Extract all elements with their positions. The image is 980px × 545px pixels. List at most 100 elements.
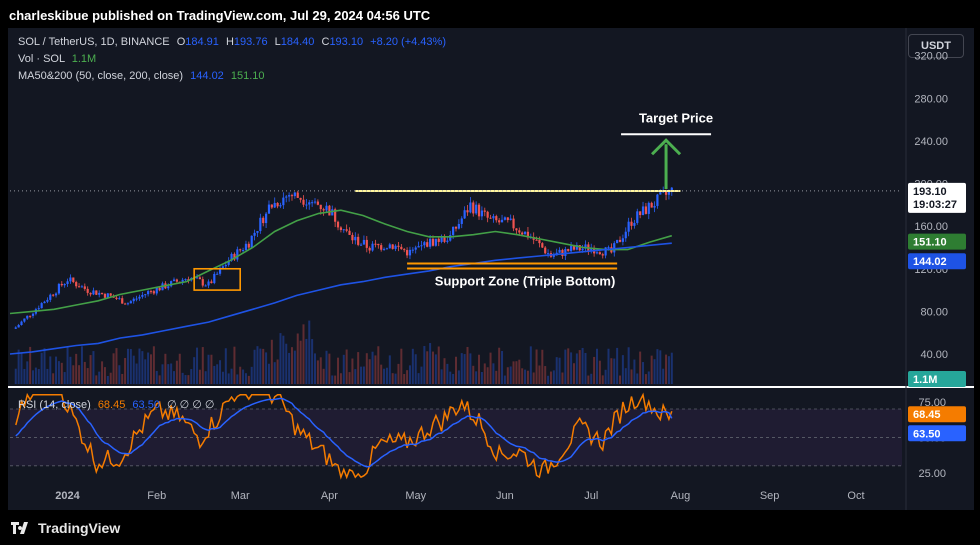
volume-bar <box>158 375 161 384</box>
rsi-badge-text: 68.45 <box>913 409 941 421</box>
candle-body <box>452 226 455 236</box>
candle-body <box>440 236 443 242</box>
candle-body <box>339 227 343 230</box>
volume-bar <box>544 366 547 384</box>
candle-body <box>256 231 259 233</box>
candle-body <box>449 235 452 241</box>
candle-body <box>590 247 593 251</box>
price-tick-label: 240.00 <box>914 136 948 148</box>
volume-bar <box>78 365 81 384</box>
candle-body <box>351 234 354 241</box>
candle-body <box>417 246 420 248</box>
candle-body <box>575 245 578 250</box>
volume-bar <box>204 371 207 384</box>
candle-body <box>348 230 351 235</box>
volume-bar <box>118 365 121 384</box>
ma200-line <box>9 242 672 355</box>
volume-bar <box>581 347 584 384</box>
volume-bar <box>587 375 590 384</box>
brand-name: TradingView <box>38 520 121 536</box>
volume-bar <box>624 368 627 384</box>
volume-bar <box>521 368 524 384</box>
candle-body <box>175 279 178 282</box>
volume-bar <box>475 371 478 384</box>
volume-bar <box>325 350 328 384</box>
symbol-legend[interactable]: SOL / TetherUS, 1D, BINANCE O184.91 H193… <box>18 36 446 48</box>
support-zone-label: Support Zone (Triple Bottom) <box>435 273 616 288</box>
high-value: 193.76 <box>233 36 268 48</box>
volume-bar <box>250 366 253 384</box>
candle-body <box>115 297 118 299</box>
volume-bar <box>541 349 544 384</box>
volume-bar <box>290 347 293 384</box>
volume-bar <box>483 363 486 384</box>
candle-body <box>31 313 35 316</box>
volume-bar <box>598 360 601 384</box>
candle-body <box>49 294 52 300</box>
candle-body <box>313 201 317 203</box>
candle-body <box>262 217 265 224</box>
volume-bar <box>316 360 319 384</box>
candle-body <box>89 292 92 295</box>
candle-body <box>20 321 23 326</box>
currency-button[interactable]: USDT <box>908 34 964 58</box>
rsi-ma-badge <box>908 425 966 442</box>
volume-bar <box>256 346 259 384</box>
candle-body <box>224 264 227 267</box>
volume-bar <box>282 335 285 384</box>
candle-body <box>210 281 213 284</box>
volume-bar <box>529 346 532 384</box>
candle-body <box>322 209 325 211</box>
candle-body <box>460 218 463 224</box>
volume-bar <box>141 351 144 384</box>
symbol-name[interactable]: SOL / TetherUS, 1D, BINANCE <box>18 36 170 48</box>
volume-bar <box>276 359 279 384</box>
time-tick-label: Apr <box>321 490 338 502</box>
candle-body <box>659 192 662 195</box>
rsi-legend[interactable]: RSI (14, close) 68.45 63.50 ∅ ∅ ∅ ∅ <box>18 398 215 411</box>
volume-legend[interactable]: Vol · SOL 1.1M <box>18 53 96 65</box>
volume-bar <box>478 354 481 384</box>
candle-body <box>216 273 219 275</box>
volume-bar <box>224 348 227 384</box>
candle-body <box>535 239 538 241</box>
candle-body <box>250 235 253 248</box>
candle-body <box>328 205 331 216</box>
volume-bar <box>342 354 345 384</box>
candle-body <box>103 293 107 298</box>
volume-bar <box>365 353 368 384</box>
volume-bar <box>452 373 455 384</box>
volume-bar <box>443 358 446 384</box>
volume-bar <box>187 375 190 384</box>
volume-bar <box>472 365 475 384</box>
candle-body <box>109 293 112 296</box>
volume-bar <box>429 343 432 384</box>
candle-body <box>403 249 406 251</box>
low-value: 184.40 <box>280 36 315 48</box>
volume-bar <box>89 355 92 384</box>
change-value: +8.20 (+4.43%) <box>370 36 446 48</box>
volume-bar <box>210 354 213 384</box>
candle-body <box>463 210 466 219</box>
volume-bar <box>518 359 521 384</box>
candle-body <box>155 287 158 294</box>
candle-body <box>299 197 302 200</box>
ma200-value: 151.10 <box>230 70 265 82</box>
volume-value: 1.1M <box>71 53 97 65</box>
volume-bar <box>147 352 150 384</box>
candle-body <box>144 294 147 296</box>
close-value: 193.10 <box>329 36 364 48</box>
candle-body <box>132 298 135 302</box>
volume-bar <box>66 346 69 384</box>
tradingview-logo[interactable]: TradingView <box>11 520 120 536</box>
ma-legend[interactable]: MA50&200 (50, close, 200, close) 144.02 … <box>18 70 265 82</box>
volume-bar <box>132 355 135 384</box>
candle-body <box>121 298 124 304</box>
candle-body <box>569 245 573 252</box>
rsi-line <box>15 392 673 480</box>
volume-bar <box>524 369 527 384</box>
volume-bar <box>103 367 106 384</box>
candle-body <box>650 202 653 208</box>
volume-bar <box>457 370 460 384</box>
volume-bar <box>630 369 633 384</box>
